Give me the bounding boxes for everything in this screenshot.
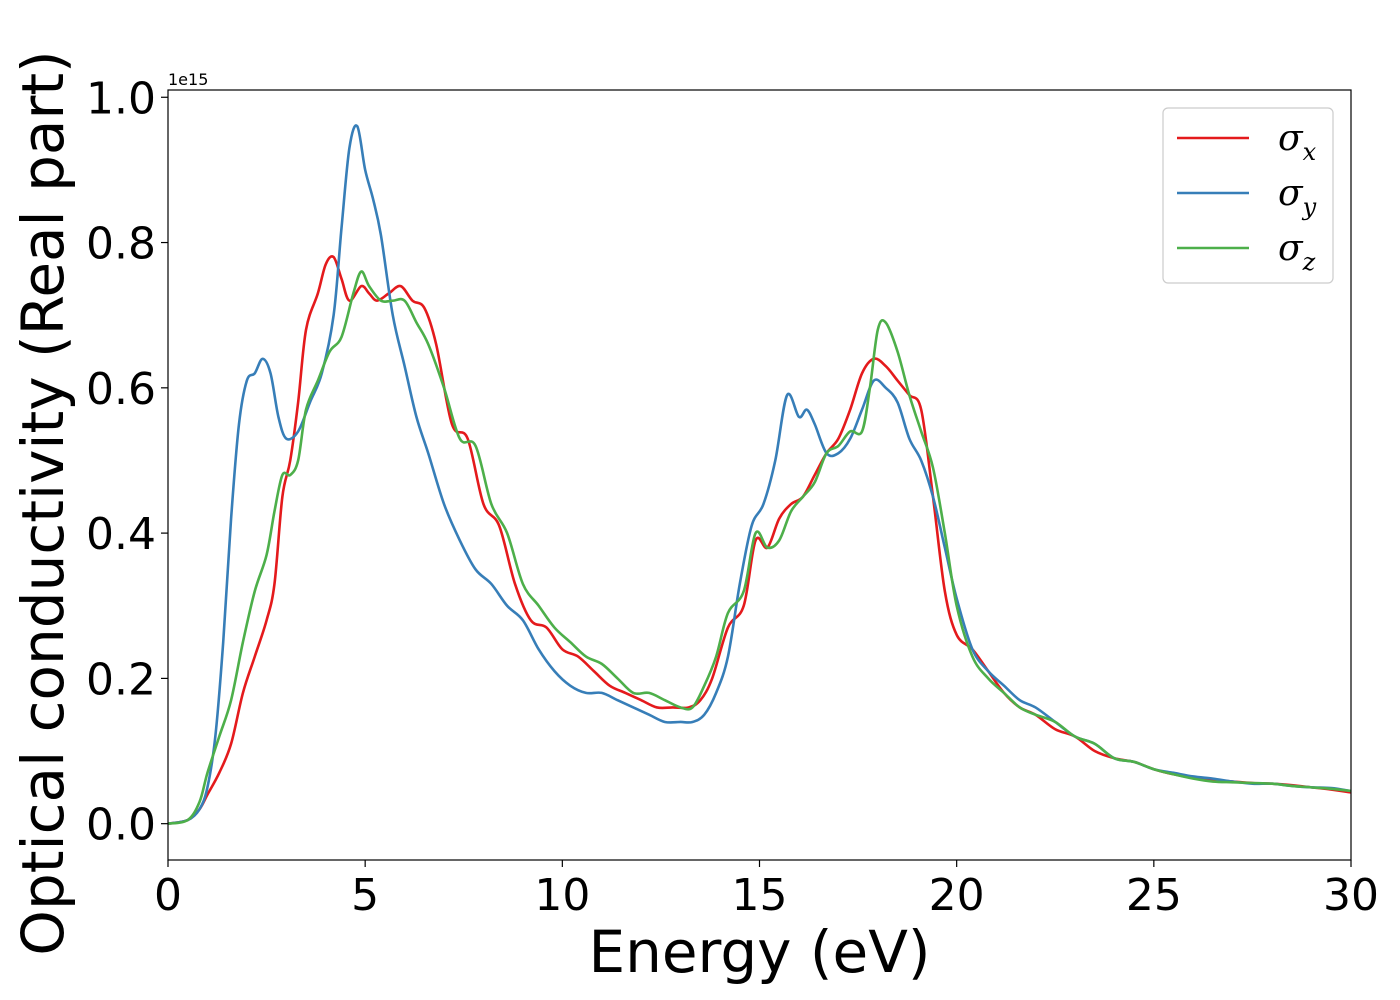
x-tick-label: 15 [732,870,788,921]
series-line-x [168,255,1351,825]
legend-label-z: σz [1278,228,1316,276]
y-tick-label: 0.4 [86,509,156,560]
legend-box [1162,107,1334,284]
x-axis-ticks: 0 5 10 15 20 25 30 [154,860,1379,921]
y-axis-label: Optical conductivity (Real part) [9,50,77,955]
legend-label-y: σy [1278,173,1317,221]
y-tick-label: 1.0 [86,73,156,124]
x-tick-label: 0 [154,870,182,921]
x-tick-label: 25 [1126,870,1182,921]
y-tick-label: 0.2 [86,654,156,705]
y-tick-label: 0.6 [86,364,156,415]
y-axis-ticks: 0.0 0.2 0.4 0.6 0.8 1.0 [86,73,168,851]
series-layer [168,124,1351,825]
y-tick-label: 0.0 [86,800,156,851]
legend: σx σy σz [1162,107,1334,284]
series-line-z [168,270,1351,825]
y-tick-label: 0.8 [86,219,156,270]
x-tick-label: 10 [534,870,590,921]
x-axis-label: Energy (eV) [588,918,930,986]
legend-label-x: σx [1278,118,1317,166]
x-tick-label: 5 [351,870,379,921]
y-axis-offset-text: 1e15 [168,70,208,89]
x-tick-label: 30 [1323,870,1379,921]
x-tick-label: 20 [929,870,985,921]
